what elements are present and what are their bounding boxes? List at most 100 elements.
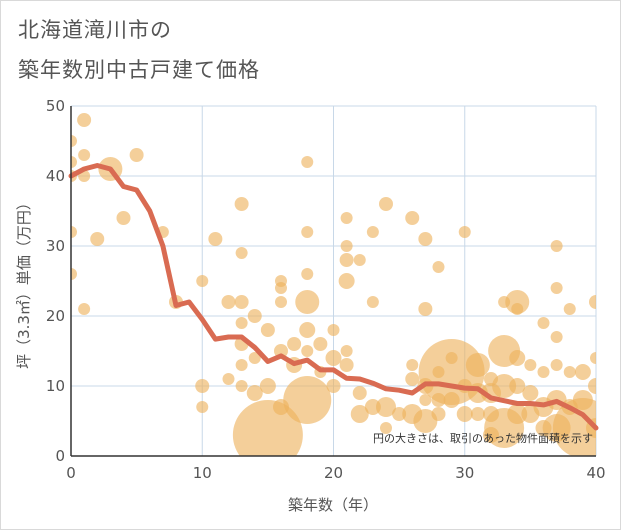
- data-bubble: [537, 317, 550, 329]
- data-bubble: [234, 197, 249, 211]
- data-bubble: [301, 226, 314, 238]
- data-bubble: [327, 324, 340, 336]
- y-axis-label: 坪（3.3㎡）単価（万円）: [15, 195, 33, 369]
- data-bubble: [431, 407, 446, 421]
- chart-title-line2: 築年数別中古戸建て価格: [18, 58, 260, 82]
- size-note: 円の大きさは、取引のあった物件面積を示す: [373, 431, 593, 445]
- data-bubble: [196, 275, 209, 287]
- data-bubble: [405, 372, 420, 386]
- data-bubble: [275, 296, 287, 308]
- data-bubble: [260, 323, 275, 337]
- data-bubble: [550, 331, 563, 343]
- data-bubble: [524, 359, 537, 371]
- data-bubble: [352, 386, 367, 400]
- data-bubble: [552, 398, 596, 456]
- x-tick-label: 30: [455, 464, 474, 482]
- bubble-layer: [71, 113, 596, 456]
- data-bubble: [492, 374, 517, 398]
- data-bubble: [413, 409, 438, 433]
- data-bubble: [456, 406, 473, 422]
- data-bubble: [505, 290, 530, 314]
- data-bubble: [511, 303, 524, 315]
- data-bubble: [116, 211, 131, 225]
- data-bubble: [470, 407, 485, 421]
- tick-labels: 0 10 20 30 40 0 10 20 30 40 50: [46, 97, 606, 482]
- data-bubble: [379, 197, 393, 211]
- data-bubble: [247, 309, 262, 323]
- data-bubble: [550, 240, 563, 252]
- data-bubble: [299, 322, 316, 338]
- data-bubble: [301, 268, 314, 280]
- data-bubble: [376, 397, 396, 417]
- data-bubble: [419, 394, 432, 406]
- x-tick-label: 40: [586, 464, 605, 482]
- data-bubble: [326, 379, 341, 393]
- data-bubble: [366, 226, 379, 238]
- data-bubble: [246, 385, 263, 401]
- y-tick-label: 30: [46, 237, 65, 255]
- data-bubble: [550, 359, 563, 371]
- data-bubble: [445, 352, 458, 364]
- data-bubble: [196, 401, 209, 413]
- data-bubble: [301, 345, 314, 357]
- y-tick-label: 50: [46, 97, 65, 115]
- data-bubble: [283, 376, 332, 424]
- trend-line: [68, 163, 599, 431]
- data-bubble: [563, 303, 576, 315]
- data-bubble: [71, 156, 77, 168]
- data-bubble: [222, 373, 235, 385]
- data-bubble: [418, 302, 433, 316]
- data-bubble: [313, 337, 328, 351]
- data-bubble: [392, 407, 407, 421]
- data-bubble: [77, 113, 92, 127]
- data-bubble: [78, 149, 91, 161]
- data-bubble: [366, 296, 379, 308]
- data-bubble: [71, 135, 77, 147]
- data-bubble: [221, 295, 236, 309]
- data-bubble: [208, 232, 223, 246]
- data-bubble: [259, 378, 276, 394]
- y-tick-label: 10: [46, 377, 65, 395]
- data-bubble: [380, 422, 392, 434]
- y-tick-label: 40: [46, 167, 65, 185]
- data-bubble: [339, 358, 354, 372]
- data-bubble: [71, 226, 77, 238]
- data-bubble: [274, 344, 288, 358]
- data-bubble: [590, 352, 596, 364]
- data-bubble: [78, 303, 91, 315]
- data-bubble: [465, 353, 490, 377]
- data-bubble: [301, 156, 314, 168]
- data-bubble: [589, 295, 596, 309]
- data-bubble: [353, 254, 366, 266]
- x-tick-label: 20: [324, 464, 343, 482]
- data-bubble: [235, 247, 248, 259]
- data-bubble: [550, 282, 563, 294]
- data-bubble: [234, 295, 249, 309]
- data-bubble: [340, 212, 353, 224]
- data-bubble: [509, 350, 526, 366]
- data-bubble: [443, 392, 460, 408]
- data-bubble: [537, 366, 550, 378]
- y-tick-label: 20: [46, 307, 65, 325]
- data-bubble: [340, 240, 353, 252]
- data-bubble: [588, 378, 596, 394]
- data-bubble: [235, 317, 248, 329]
- data-bubble: [340, 345, 353, 357]
- data-bubble: [522, 385, 539, 401]
- x-tick-label: 10: [193, 464, 212, 482]
- data-bubble: [432, 261, 445, 273]
- data-bubble: [235, 380, 248, 392]
- data-bubble: [325, 350, 342, 366]
- data-bubble: [507, 404, 528, 424]
- data-bubble: [71, 268, 77, 280]
- data-bubble: [248, 352, 261, 364]
- data-bubble: [338, 273, 355, 289]
- data-bubble: [235, 359, 248, 371]
- data-bubble: [287, 337, 302, 351]
- data-bubble: [129, 148, 144, 162]
- x-tick-label: 0: [66, 464, 76, 482]
- data-bubble: [295, 290, 320, 314]
- y-tick-label: 0: [55, 447, 65, 465]
- data-bubble: [339, 253, 354, 267]
